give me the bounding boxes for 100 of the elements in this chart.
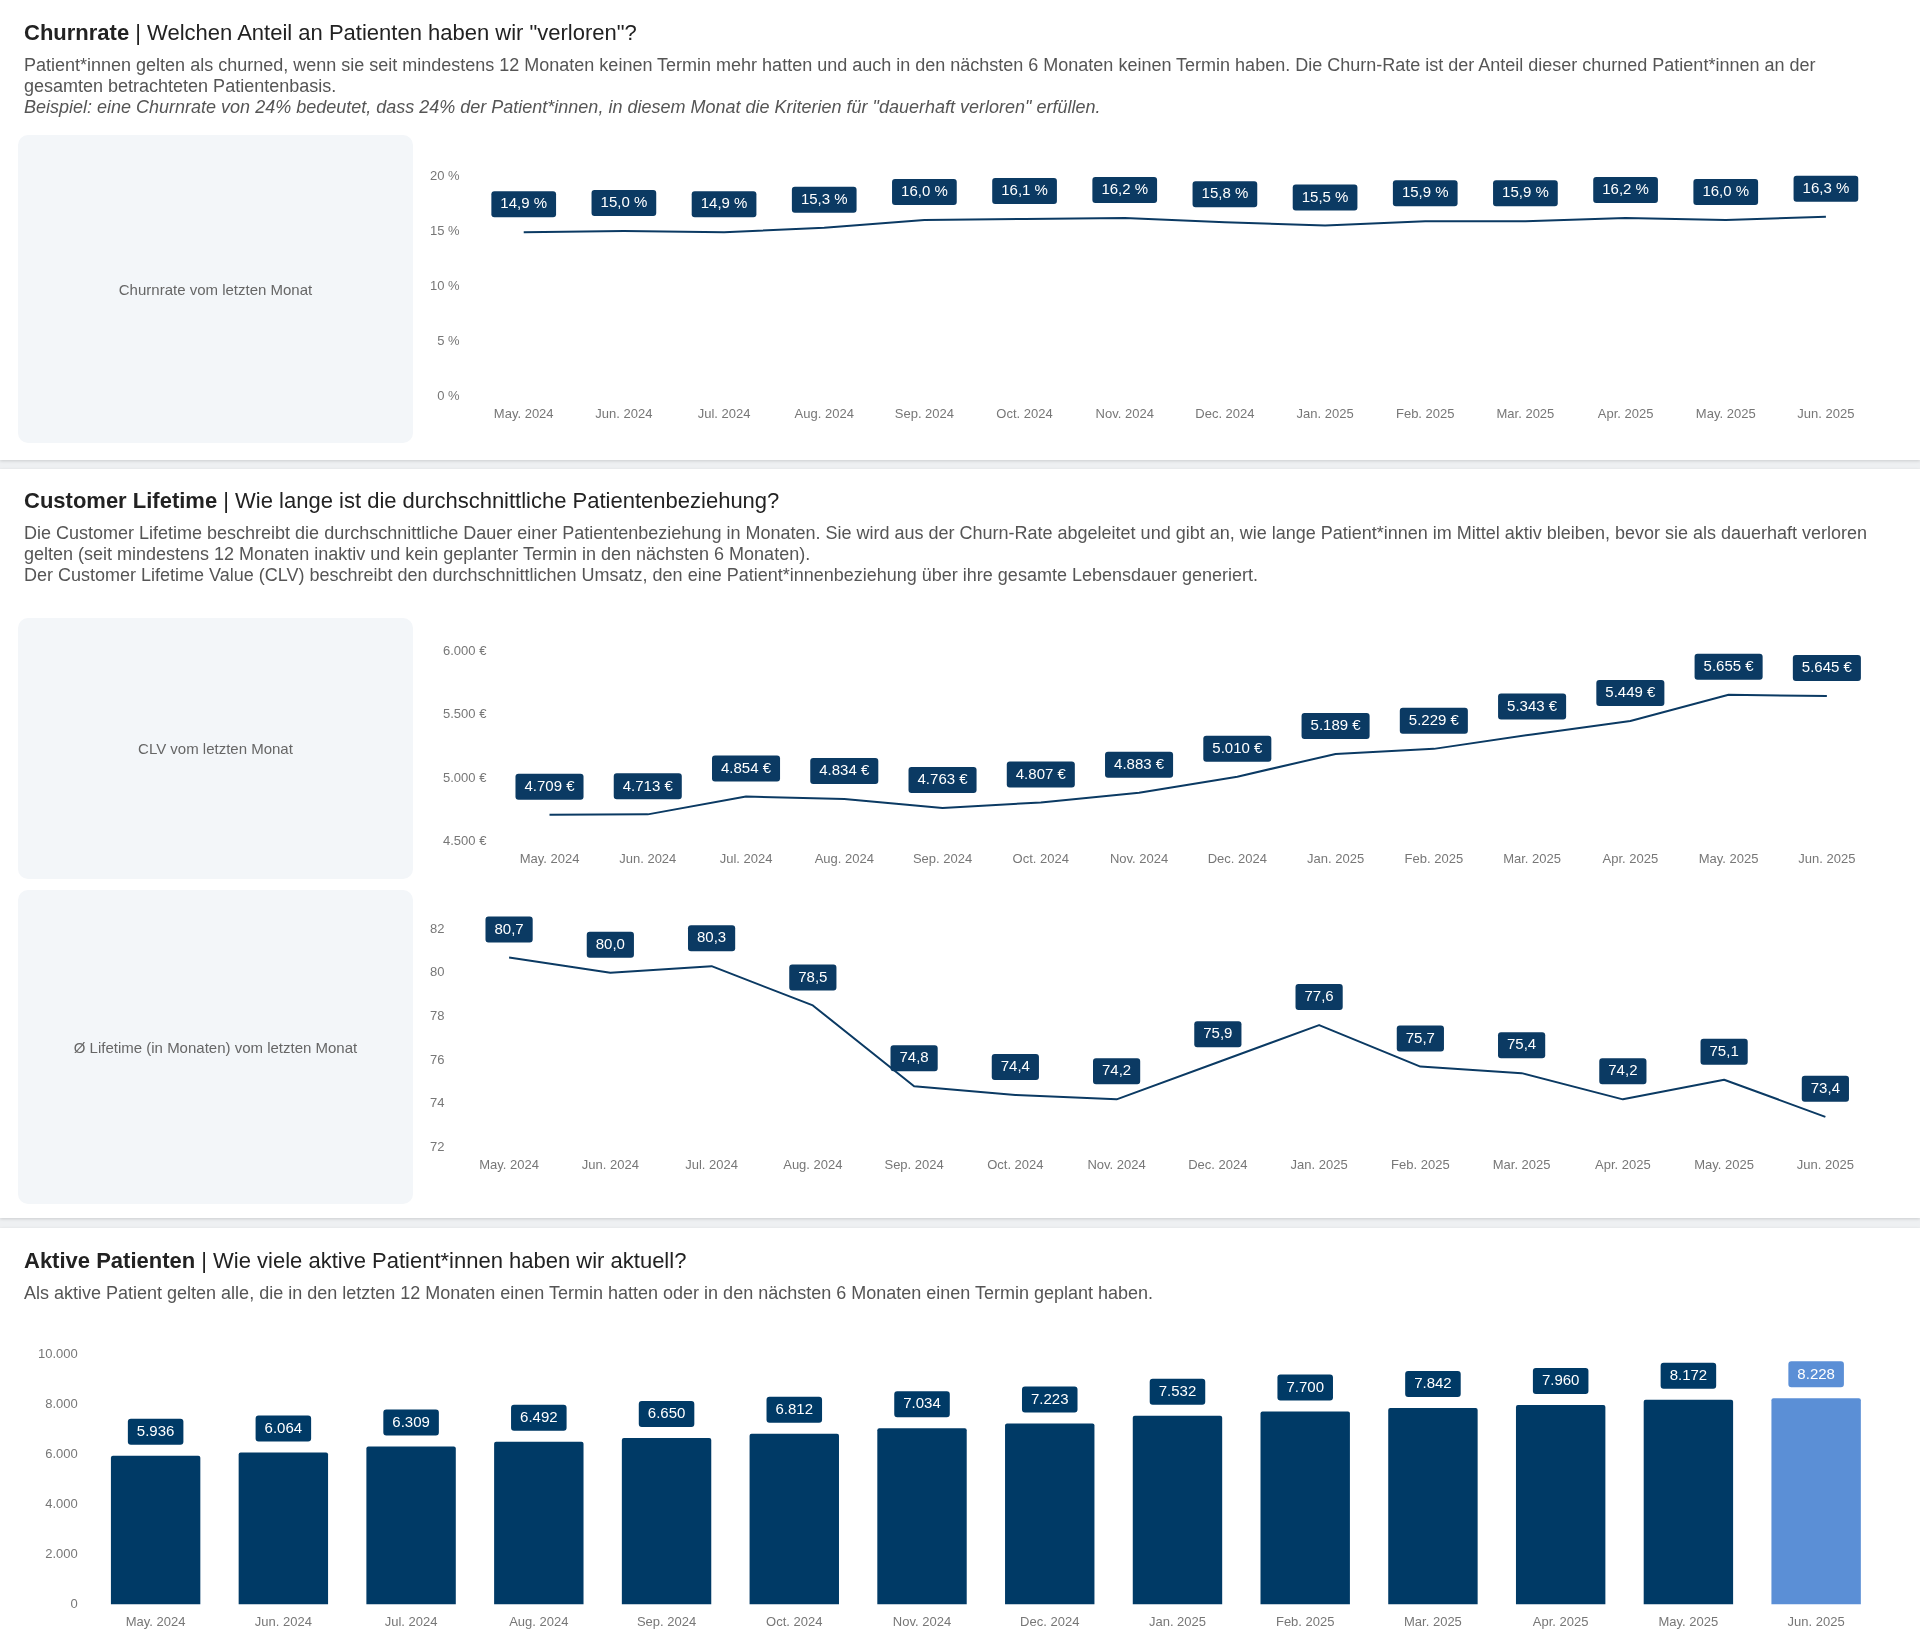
x-tick-label: Nov. 2024	[892, 1613, 952, 1629]
chart-title: Aktive Patienten | Wie viele aktive Patient*innen haben wir aktuell?	[24, 1248, 688, 1273]
x-tick-label: Nov. 2024	[1095, 405, 1154, 421]
chart-title: Customer Lifetime | Wie lange ist die durchschnittliche Patientenbeziehung?	[24, 488, 781, 513]
x-tick-label: Jun. 2024	[254, 1613, 312, 1629]
data-label: 7.842	[1414, 1374, 1452, 1392]
x-tick-label: Feb. 2025	[1404, 850, 1464, 866]
data-label: 80,0	[595, 934, 625, 952]
data-label: 5.645 €	[1801, 658, 1853, 676]
text: Beispiel: eine Churnrate von 24% bedeutet, dass 24% der Patient*innen, in diesem Monat die Kriterien für "dauerhaft verloren" erfüllen.	[24, 97, 1102, 118]
x-tick-label: Jun. 2025	[1787, 1613, 1845, 1629]
data-label: 6.650	[647, 1404, 686, 1422]
x-tick-label: Apr. 2025	[1595, 1156, 1651, 1172]
y-tick-label: 0	[70, 1595, 78, 1611]
x-tick-label: Jun. 2024	[619, 850, 677, 866]
y-tick-label: 4.500 €	[443, 832, 488, 848]
bar	[1132, 1415, 1223, 1605]
data-label: 74,8	[899, 1048, 929, 1066]
data-label: 74,2	[1608, 1061, 1638, 1079]
x-tick-label: Aug. 2024	[783, 1156, 843, 1172]
x-tick-label: May. 2025	[1695, 405, 1756, 421]
data-label: 75,9	[1203, 1024, 1233, 1042]
bar	[366, 1446, 456, 1605]
x-tick-label: May. 2025	[1694, 1156, 1754, 1172]
x-tick-label: Sep. 2024	[894, 405, 955, 421]
y-tick-label: 10 %	[429, 277, 461, 293]
x-tick-label: May. 2024	[493, 405, 554, 421]
data-label: 4.807 €	[1015, 764, 1067, 782]
y-tick-label: 6.000 €	[443, 642, 488, 658]
data-label: 6.309	[392, 1412, 430, 1430]
data-label: 5.449 €	[1605, 683, 1657, 701]
y-tick-label: 72	[429, 1138, 445, 1154]
bar	[494, 1441, 584, 1605]
bar	[621, 1437, 712, 1605]
y-tick-label: 5.000 €	[443, 769, 488, 785]
data-label: 4.854 €	[721, 758, 772, 776]
x-tick-label: Dec. 2024	[1188, 1156, 1248, 1172]
y-tick-label: 6.000	[45, 1445, 78, 1461]
x-tick-label: Mar. 2025	[1496, 405, 1555, 421]
data-label: 7.700	[1286, 1377, 1324, 1395]
y-tick-label: 0 %	[437, 387, 461, 403]
x-tick-label: Jan. 2025	[1290, 1156, 1348, 1172]
data-label: 14,9 %	[500, 194, 548, 212]
data-label: 75,4	[1507, 1035, 1537, 1053]
text: Der Customer Lifetime Value (CLV) beschreibt den durchschnittlichen Umsatz, den eine Patient*innenbeziehung über ihre gesamte Lebensdauer generiert.	[24, 565, 1260, 586]
data-label: 4.709 €	[524, 777, 576, 795]
x-tick-label: Oct. 2024	[987, 1156, 1044, 1172]
data-label: 78,5	[798, 967, 828, 985]
data-label: 6.492	[520, 1407, 558, 1425]
x-tick-label: Feb. 2025	[1275, 1613, 1335, 1629]
x-tick-label: Apr. 2025	[1597, 405, 1654, 421]
y-tick-label: 4.000	[45, 1495, 78, 1511]
data-label: 75,7	[1405, 1028, 1435, 1046]
data-label: 4.834 €	[819, 761, 870, 779]
chart-subtitle: Die Customer Lifetime beschreibt die durchschnittliche Dauer einer Patientenbeziehung in Monaten. Sie wird aus der Churn-Rate abgeleitet und gibt an, wie lange Patient*innen im Mittel aktiv bleiben, bevor sie als dauerhaft verloren gelten (seit mindestens 12 Monaten inaktiv und kein geplanter Termin in den nächsten 6 Monaten).	[24, 523, 1869, 565]
x-tick-label: Jul. 2024	[685, 1156, 738, 1172]
x-tick-label: Jul. 2024	[719, 850, 773, 866]
x-tick-label: Nov. 2024	[1087, 1156, 1146, 1172]
x-tick-label: Mar. 2025	[1492, 1156, 1551, 1172]
x-tick-label: May. 2025	[1698, 850, 1759, 866]
data-label: 15,3 %	[800, 189, 848, 207]
bar	[1388, 1408, 1478, 1605]
text: CLV vom letzten Monat	[18, 618, 413, 879]
x-tick-label: May. 2024	[479, 1156, 539, 1172]
data-label: 16,1 %	[1001, 181, 1048, 199]
x-tick-label: Sep. 2024	[636, 1613, 697, 1629]
data-label: 5.655 €	[1703, 656, 1755, 674]
y-tick-label: 10.000	[38, 1345, 78, 1361]
x-tick-label: Oct. 2024	[1012, 850, 1069, 866]
data-label: 80,7	[494, 919, 524, 937]
data-label: 16,3 %	[1802, 178, 1850, 196]
y-tick-label: 20 %	[429, 167, 461, 183]
x-tick-label: Jan. 2025	[1307, 850, 1365, 866]
data-label: 8.172	[1669, 1365, 1708, 1383]
data-label: 16,0 %	[1702, 182, 1750, 200]
data-label: 4.763 €	[917, 770, 969, 788]
y-tick-label: 74	[429, 1095, 445, 1111]
x-tick-label: Mar. 2025	[1404, 1613, 1462, 1629]
y-tick-label: 80	[429, 964, 445, 980]
data-label: 74,2	[1102, 1061, 1132, 1079]
bar	[877, 1428, 967, 1605]
bar	[110, 1455, 201, 1605]
bar	[1643, 1399, 1734, 1605]
data-label: 7.034	[903, 1394, 941, 1412]
data-label: 73,4	[1810, 1078, 1840, 1096]
data-label: 5.189 €	[1310, 716, 1362, 734]
x-tick-label: Jun. 2025	[1796, 1156, 1854, 1172]
data-label: 77,6	[1304, 987, 1334, 1005]
x-tick-label: May. 2024	[125, 1613, 186, 1629]
data-label: 75,1	[1709, 1041, 1739, 1059]
x-tick-label: Sep. 2024	[884, 1156, 944, 1172]
bar	[1260, 1411, 1350, 1605]
x-tick-label: Aug. 2024	[509, 1613, 569, 1629]
data-label: 14,9 %	[700, 194, 748, 212]
data-label: 5.343 €	[1507, 696, 1558, 714]
x-tick-label: Jun. 2024	[595, 405, 653, 421]
x-tick-label: Jul. 2024	[697, 405, 751, 421]
y-tick-label: 2.000	[45, 1545, 78, 1561]
x-tick-label: May. 2025	[1658, 1613, 1719, 1629]
x-tick-label: Jan. 2025	[1296, 405, 1354, 421]
